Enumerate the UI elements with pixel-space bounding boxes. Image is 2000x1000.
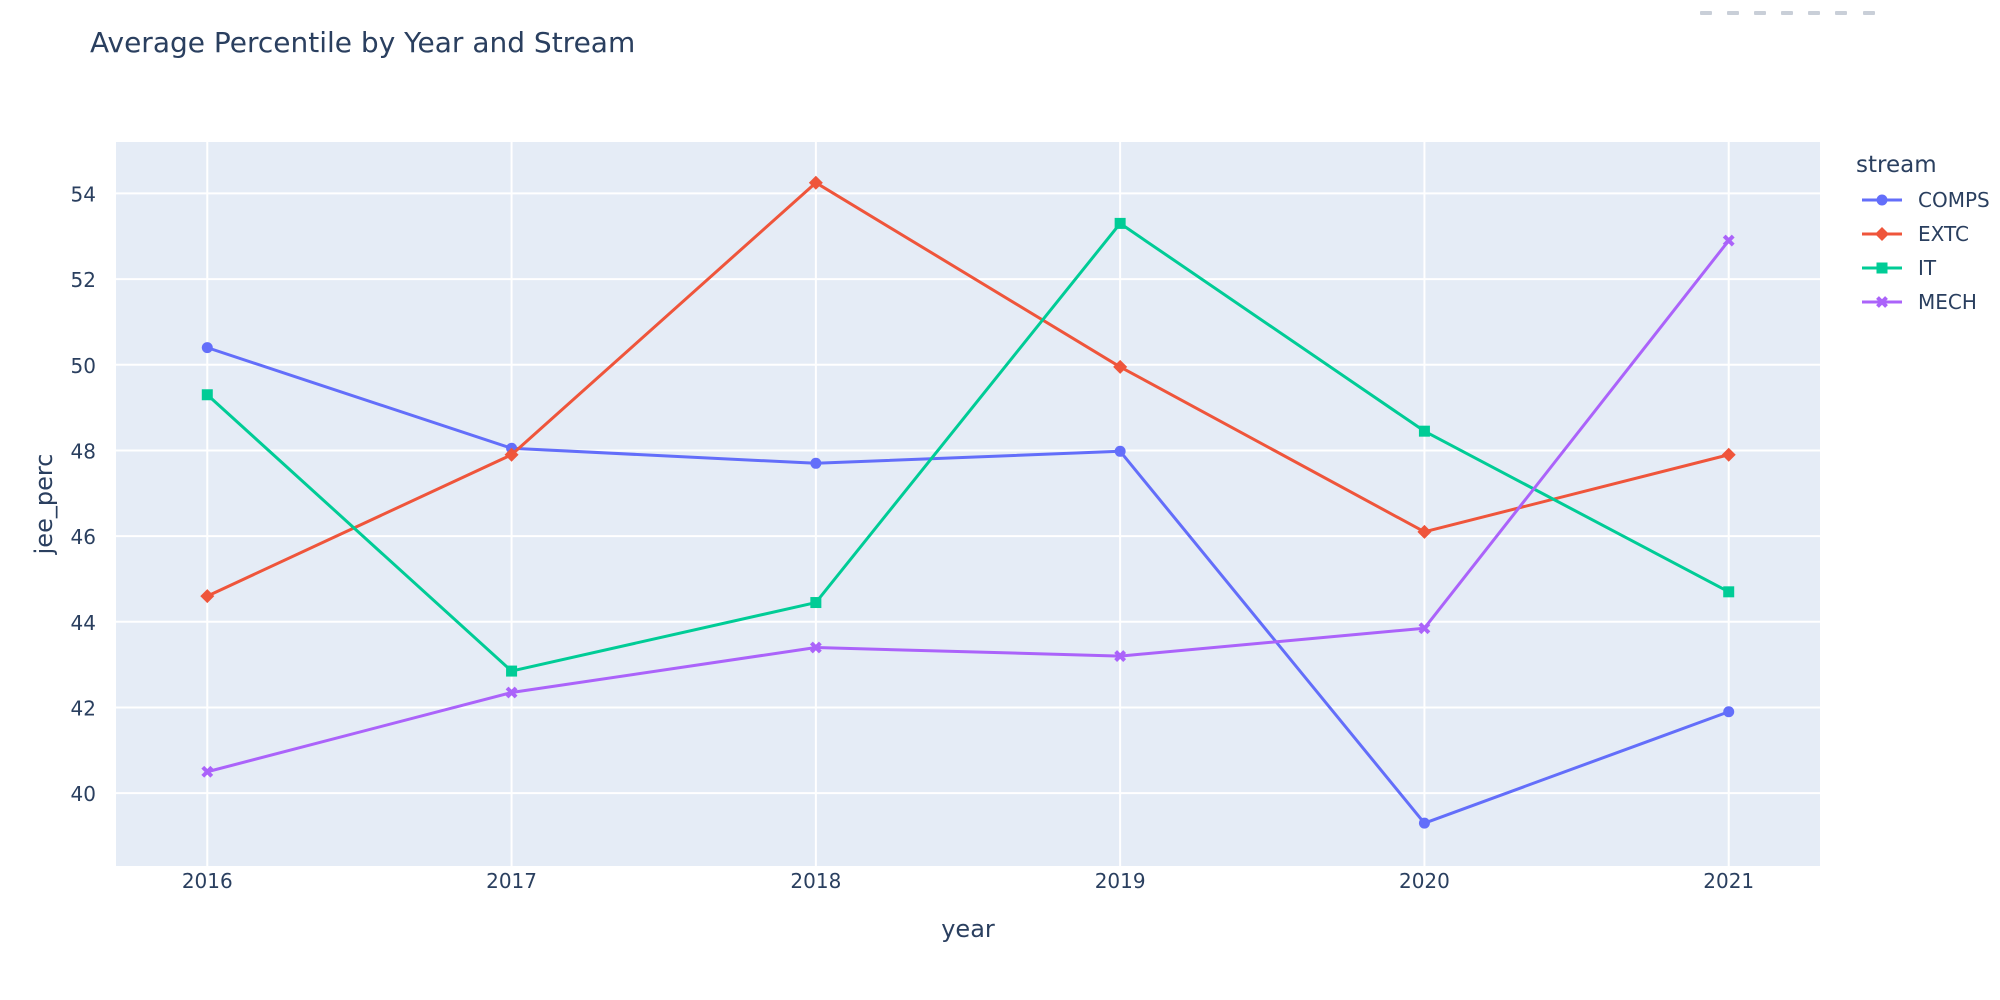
series-line-it: [206, 221, 1730, 673]
data-point-it: [201, 389, 213, 401]
data-point-comps: [1114, 445, 1126, 457]
data-point-extc: [1113, 359, 1128, 374]
legend-title: stream: [1856, 152, 1937, 178]
y-tick-label: 46: [71, 525, 96, 549]
data-point-comps: [810, 457, 822, 469]
data-point-mech: [505, 686, 518, 699]
data-point-extc: [200, 589, 215, 604]
data-point-mech: [1722, 234, 1735, 247]
data-point-it: [506, 665, 518, 677]
legend-marker: [1876, 194, 1888, 206]
series-line-mech: [206, 239, 1730, 774]
y-tick-label: 50: [71, 354, 96, 378]
zoom-icon[interactable]: [1727, 11, 1740, 15]
y-tick-label: 48: [71, 439, 96, 463]
data-point-mech: [1418, 622, 1431, 635]
data-point-it: [1418, 425, 1430, 437]
chart-toolbar[interactable]: [1700, 0, 1980, 15]
reset-axes-icon[interactable]: [1862, 11, 1875, 15]
y-tick-label: 42: [71, 696, 96, 720]
data-point-it: [1723, 586, 1735, 598]
data-point-comps: [1723, 706, 1735, 718]
chart-title: Average Percentile by Year and Stream: [90, 26, 635, 59]
legend-item-extc[interactable]: EXTC: [1862, 222, 1969, 246]
legend-label: COMPS: [1918, 188, 1990, 212]
y-tick-label: 40: [71, 782, 96, 806]
data-point-extc: [808, 175, 823, 190]
data-point-comps: [201, 342, 213, 354]
legend-marker: [1875, 227, 1889, 241]
zoom-out-icon[interactable]: [1808, 11, 1821, 15]
data-point-mech: [809, 641, 822, 654]
data-point-comps: [1418, 817, 1430, 829]
legend-label: EXTC: [1918, 222, 1969, 246]
x-tick-label: 2018: [790, 869, 841, 893]
zoom-in-icon[interactable]: [1781, 11, 1794, 15]
y-axis-title: jee_perc: [30, 454, 58, 556]
y-tick-label: 44: [71, 611, 96, 635]
data-point-extc: [1721, 447, 1736, 462]
series-line-comps: [206, 346, 1730, 825]
x-tick-label: 2016: [182, 869, 233, 893]
series-layer: [200, 175, 1736, 829]
x-tick-label: 2021: [1703, 869, 1754, 893]
legend-marker: [1876, 262, 1888, 274]
x-axis-title: year: [941, 915, 995, 943]
legend-item-it[interactable]: IT: [1862, 256, 1937, 280]
x-tick-label: 2020: [1399, 869, 1450, 893]
legend-item-comps[interactable]: COMPS: [1862, 188, 1990, 212]
data-point-it: [810, 597, 822, 609]
camera-icon[interactable]: [1700, 11, 1712, 15]
legend-label: IT: [1918, 256, 1937, 280]
data-point-it: [1114, 217, 1126, 229]
y-tick-label: 54: [71, 182, 96, 206]
legend[interactable]: stream COMPS EXTC IT MECH: [1856, 152, 1990, 314]
legend-item-mech[interactable]: MECH: [1862, 290, 1977, 314]
data-point-extc: [504, 447, 519, 462]
y-tick-label: 52: [71, 268, 96, 292]
x-tick-label: 2017: [486, 869, 537, 893]
autoscale-icon[interactable]: [1835, 11, 1848, 15]
legend-label: MECH: [1918, 290, 1977, 314]
x-tick-label: 2019: [1095, 869, 1146, 893]
pan-icon[interactable]: [1754, 11, 1767, 15]
axes: 40 42 44 46 48 50 52 54 2016 2017 2018 2019 2020 2021: [71, 182, 1755, 893]
data-point-mech: [1114, 650, 1127, 662]
data-point-mech: [201, 765, 214, 778]
legend-marker: [1876, 296, 1888, 308]
series-line-extc: [206, 181, 1730, 598]
data-point-extc: [1417, 524, 1432, 539]
grid: [116, 142, 1820, 866]
